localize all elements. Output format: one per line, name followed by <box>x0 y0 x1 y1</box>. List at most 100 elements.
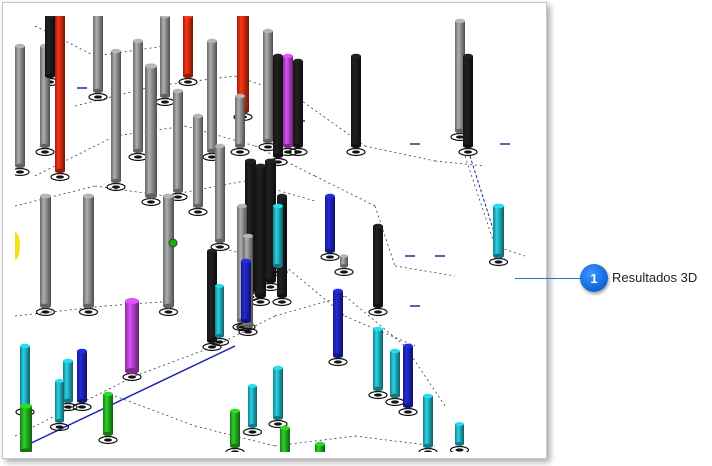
cylinder-top <box>273 203 283 209</box>
result-cylinder <box>20 346 30 406</box>
node-ring-core <box>147 200 155 204</box>
node-ring-core <box>326 255 334 259</box>
result-cylinder <box>463 56 473 146</box>
cylinder-base <box>255 293 266 299</box>
cylinder-top <box>255 163 266 169</box>
node-ring-core <box>84 310 93 314</box>
node-ring-core <box>134 155 142 159</box>
result-cylinder <box>403 346 413 406</box>
cylinder-base <box>55 419 64 423</box>
network-link <box>134 345 216 377</box>
cylinder-top <box>245 158 256 164</box>
cylinder-base <box>83 303 94 309</box>
result-cylinder <box>145 66 157 196</box>
network-link <box>104 300 176 307</box>
cylinder-base <box>493 253 504 259</box>
cylinder-base <box>373 386 383 392</box>
cylinder-top <box>45 16 55 19</box>
result-cylinder <box>103 394 113 434</box>
result-cylinder <box>77 351 87 401</box>
node-ring-core <box>161 100 169 104</box>
cylinder-base <box>241 318 251 324</box>
result-cylinder <box>40 196 51 306</box>
network-link <box>164 180 246 197</box>
cylinder-top <box>207 38 217 44</box>
cylinder-top <box>215 143 225 149</box>
node-ring <box>210 242 230 252</box>
cylinder-top <box>160 16 170 19</box>
cylinder-base <box>183 73 193 79</box>
result-cylinder <box>255 166 266 296</box>
network-link <box>274 435 356 447</box>
result-cylinder <box>315 444 325 452</box>
result-cylinder <box>280 428 290 452</box>
cylinder-base <box>93 88 103 94</box>
node-ring-core <box>264 145 272 149</box>
result-cylinder <box>373 226 383 306</box>
main-pipe <box>24 345 236 447</box>
result-cylinder <box>83 196 94 306</box>
cylinder-top <box>273 53 283 59</box>
node-ring <box>458 147 478 157</box>
node-ring-core <box>174 195 182 199</box>
cylinder-top <box>243 233 253 239</box>
3d-results-viewport[interactable] <box>15 16 535 452</box>
result-cylinder <box>455 21 465 131</box>
cylinder-base <box>283 143 293 149</box>
result-cylinder <box>351 56 361 146</box>
result-cylinder <box>455 424 464 444</box>
callout-leader-line <box>515 278 580 279</box>
cylinder-top <box>173 88 183 94</box>
node-ring <box>188 207 208 217</box>
node-ring-core <box>374 393 382 397</box>
cylinder-base <box>20 448 32 452</box>
cylinder-base <box>193 203 203 209</box>
result-cylinder <box>20 406 32 451</box>
cylinder-top <box>215 284 224 288</box>
node-ring-core <box>340 270 348 274</box>
node-ring-core <box>128 375 136 379</box>
node-ring-core <box>455 448 464 452</box>
cylinder-base <box>40 143 50 149</box>
node-ring-core <box>244 330 252 334</box>
cylinder-top <box>277 193 287 199</box>
cylinder-top <box>455 18 465 24</box>
node-ring-core <box>236 150 244 154</box>
node-ring-core <box>16 170 24 174</box>
result-cylinder <box>207 41 217 151</box>
cylinder-base <box>235 143 245 149</box>
cylinder-base <box>265 278 276 284</box>
result-cylinder <box>55 381 64 421</box>
node-ring-core <box>55 425 64 429</box>
cylinder-top <box>237 203 247 209</box>
cylinder-base <box>325 248 335 254</box>
node-ring <box>15 167 30 177</box>
network-link <box>114 395 196 427</box>
node-ring-core <box>352 150 360 154</box>
network-link <box>94 45 166 57</box>
cylinder-base <box>230 443 240 449</box>
cylinder-base <box>55 168 65 174</box>
node-ring <box>268 419 288 429</box>
cylinder-top <box>493 203 504 209</box>
node-ring <box>50 172 70 182</box>
cylinder-base <box>248 424 257 428</box>
node-ring-core <box>456 135 464 139</box>
cylinder-base <box>263 138 273 144</box>
node-ring <box>72 402 92 412</box>
cylinder-base <box>273 153 283 159</box>
cylinder-top <box>263 28 273 34</box>
node-ring-core <box>256 300 265 304</box>
result-cylinder <box>55 16 65 171</box>
node-ring-core <box>104 438 112 442</box>
result-cylinder <box>235 96 245 146</box>
cylinder-top <box>463 53 473 59</box>
cylinder-top <box>293 58 303 64</box>
result-cylinder <box>423 396 433 446</box>
cylinder-top <box>351 53 361 59</box>
cylinder-top <box>373 326 383 332</box>
node-ring <box>98 435 118 445</box>
cylinder-base <box>243 323 253 329</box>
cylinder-base <box>340 264 348 268</box>
node-ring-core <box>41 150 49 154</box>
